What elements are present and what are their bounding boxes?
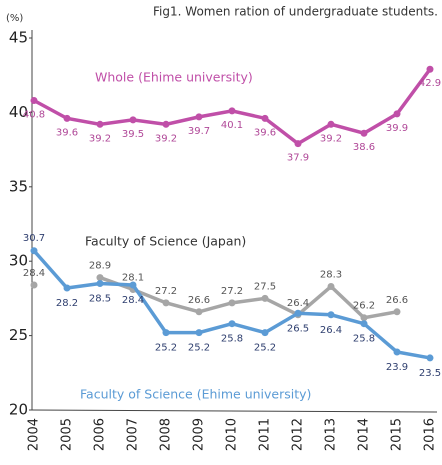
y-tick-label: 45 — [9, 29, 28, 47]
x-tick-label: 2005 — [60, 418, 75, 451]
data-label: 26.4 — [320, 325, 342, 336]
x-tick-label: 2008 — [159, 418, 174, 451]
data-label: 25.2 — [254, 343, 276, 354]
x-tick-label: 2016 — [423, 418, 438, 451]
x-tick-label: 2009 — [192, 418, 207, 451]
data-label: 39.5 — [122, 129, 144, 140]
data-point — [393, 110, 401, 118]
series-name: Faculty of Science (Ehime university) — [80, 387, 311, 402]
data-point — [195, 329, 203, 337]
data-point — [162, 329, 170, 337]
data-label: 27.2 — [221, 286, 243, 297]
data-label: 27.5 — [254, 281, 276, 292]
data-point — [228, 107, 236, 115]
data-label: 25.8 — [353, 334, 375, 345]
data-label: 42.9 — [419, 78, 441, 89]
data-label: 28.3 — [320, 269, 342, 280]
data-point — [360, 314, 368, 322]
data-point — [261, 294, 269, 302]
data-label: 23.9 — [386, 362, 408, 373]
data-label: 39.6 — [56, 127, 78, 138]
x-tick-label: 2006 — [93, 418, 108, 451]
data-label: 25.2 — [155, 343, 177, 354]
data-point — [426, 65, 434, 73]
data-point — [195, 113, 203, 121]
series-name: Whole (Ehime university) — [95, 70, 253, 85]
y-tick-label: 20 — [9, 401, 28, 419]
data-point — [327, 282, 335, 290]
x-tick-label: 2010 — [225, 418, 240, 451]
data-point — [96, 280, 104, 288]
data-label: 39.2 — [320, 133, 342, 144]
x-tick-label: 2014 — [357, 418, 372, 451]
data-label: 26.6 — [386, 295, 408, 306]
data-label: 26.6 — [188, 295, 210, 306]
data-point — [162, 120, 170, 128]
data-point — [162, 299, 170, 307]
data-label: 38.6 — [353, 142, 375, 153]
x-tick-label: 2012 — [291, 418, 306, 451]
data-point — [195, 308, 203, 316]
data-label: 39.2 — [89, 133, 111, 144]
data-point — [63, 114, 71, 122]
data-point — [294, 140, 302, 148]
x-tick-label: 2015 — [390, 418, 405, 451]
y-tick-label: 40 — [9, 103, 28, 121]
series-line — [99, 275, 398, 320]
data-label: 37.9 — [287, 153, 309, 164]
data-point — [228, 320, 236, 328]
x-tick-label: 2011 — [258, 418, 273, 451]
data-point — [228, 299, 236, 307]
data-label: 39.2 — [155, 133, 177, 144]
data-label: 28.5 — [89, 294, 111, 305]
data-label: 28.4 — [23, 268, 45, 279]
data-point — [30, 281, 38, 289]
data-point — [261, 114, 269, 122]
data-point — [261, 329, 269, 337]
data-point — [30, 247, 38, 255]
data-label: 28.1 — [122, 272, 144, 283]
series-name: Faculty of Science (Japan) — [85, 234, 246, 249]
data-point — [129, 116, 137, 124]
data-label: 23.5 — [419, 368, 441, 379]
data-label: 28.9 — [89, 261, 111, 272]
data-point — [30, 96, 38, 104]
data-point — [63, 284, 71, 292]
data-point — [327, 311, 335, 319]
data-point — [96, 120, 104, 128]
data-label: 27.2 — [155, 286, 177, 297]
data-label: 26.5 — [287, 323, 309, 334]
data-label: 28.4 — [122, 295, 144, 306]
data-point — [294, 309, 302, 317]
data-label: 28.2 — [56, 298, 78, 309]
data-point — [393, 308, 401, 316]
data-point — [129, 281, 137, 289]
y-tick-label: 30 — [9, 252, 28, 270]
chart-title: Fig1. Women ration of undergraduate stud… — [153, 5, 438, 19]
x-tick-label: 2004 — [27, 418, 42, 451]
x-tick-label: 2013 — [324, 418, 339, 451]
data-point — [360, 320, 368, 328]
x-tick-label: 2007 — [126, 418, 141, 451]
data-label: 25.8 — [221, 334, 243, 345]
data-label: 30.7 — [23, 233, 45, 244]
y-tick-label: 35 — [9, 177, 28, 195]
data-point — [96, 274, 104, 282]
data-label: 39.9 — [386, 123, 408, 134]
data-label: 26.2 — [353, 301, 375, 312]
data-point — [327, 120, 335, 128]
data-point — [426, 354, 434, 362]
data-label: 39.7 — [188, 126, 210, 137]
data-label: 40.8 — [23, 109, 45, 120]
y-tick-label: 25 — [9, 326, 28, 344]
y-axis-label: (%) — [6, 13, 23, 24]
data-label: 40.1 — [221, 120, 243, 131]
data-point — [393, 348, 401, 356]
x-axis — [31, 409, 438, 413]
data-label: 39.6 — [254, 127, 276, 138]
data-point — [360, 129, 368, 137]
data-label: 26.4 — [287, 298, 309, 309]
data-label: 25.2 — [188, 343, 210, 354]
